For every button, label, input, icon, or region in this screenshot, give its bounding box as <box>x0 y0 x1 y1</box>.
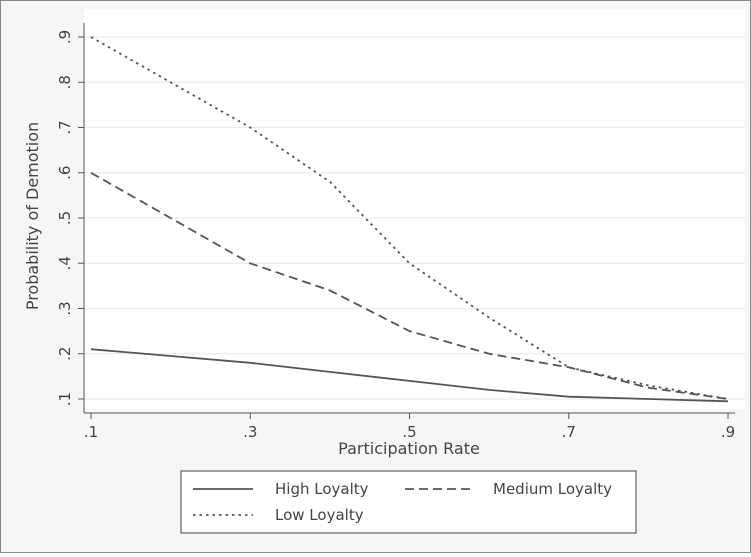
x-tick-label: .3 <box>243 423 257 441</box>
legend-box <box>180 470 637 534</box>
y-tick-label: .2 <box>56 347 74 361</box>
plot-area <box>84 9 745 409</box>
legend-label: High Loyalty <box>275 480 369 498</box>
series-line-low-loyalty <box>90 36 729 400</box>
y-axis-label: Probability of Demotion <box>23 122 42 310</box>
y-ticks: .1 .2 .3 .4 .5 .6 .7 .8 .9 <box>56 30 84 406</box>
x-tick-label: .7 <box>562 423 576 441</box>
x-tick-label: .1 <box>84 423 98 441</box>
legend-label: Medium Loyalty <box>493 480 612 498</box>
y-tick-label: .8 <box>56 75 74 89</box>
y-tick-label: .1 <box>56 392 74 406</box>
x-tick-label: .5 <box>402 423 416 441</box>
legend: High Loyalty Medium Loyalty Low Loyalty <box>180 470 637 534</box>
series-line-medium-loyalty <box>90 172 729 400</box>
y-tick-label: .7 <box>56 120 74 134</box>
y-tick-label: .3 <box>56 301 74 315</box>
x-axis-label: Participation Rate <box>338 439 480 458</box>
legend-label: Low Loyalty <box>275 506 364 524</box>
x-ticks: .1 .3 .5 .7 .9 <box>84 413 735 441</box>
y-tick-label: .5 <box>56 211 74 225</box>
y-tick-label: .4 <box>56 256 74 270</box>
gridlines <box>85 36 745 400</box>
series-line-high-loyalty <box>90 348 729 403</box>
y-tick-label: .9 <box>56 30 74 44</box>
y-tick-label: .6 <box>56 166 74 180</box>
series-lines <box>90 36 729 403</box>
x-tick-label: .9 <box>721 423 735 441</box>
